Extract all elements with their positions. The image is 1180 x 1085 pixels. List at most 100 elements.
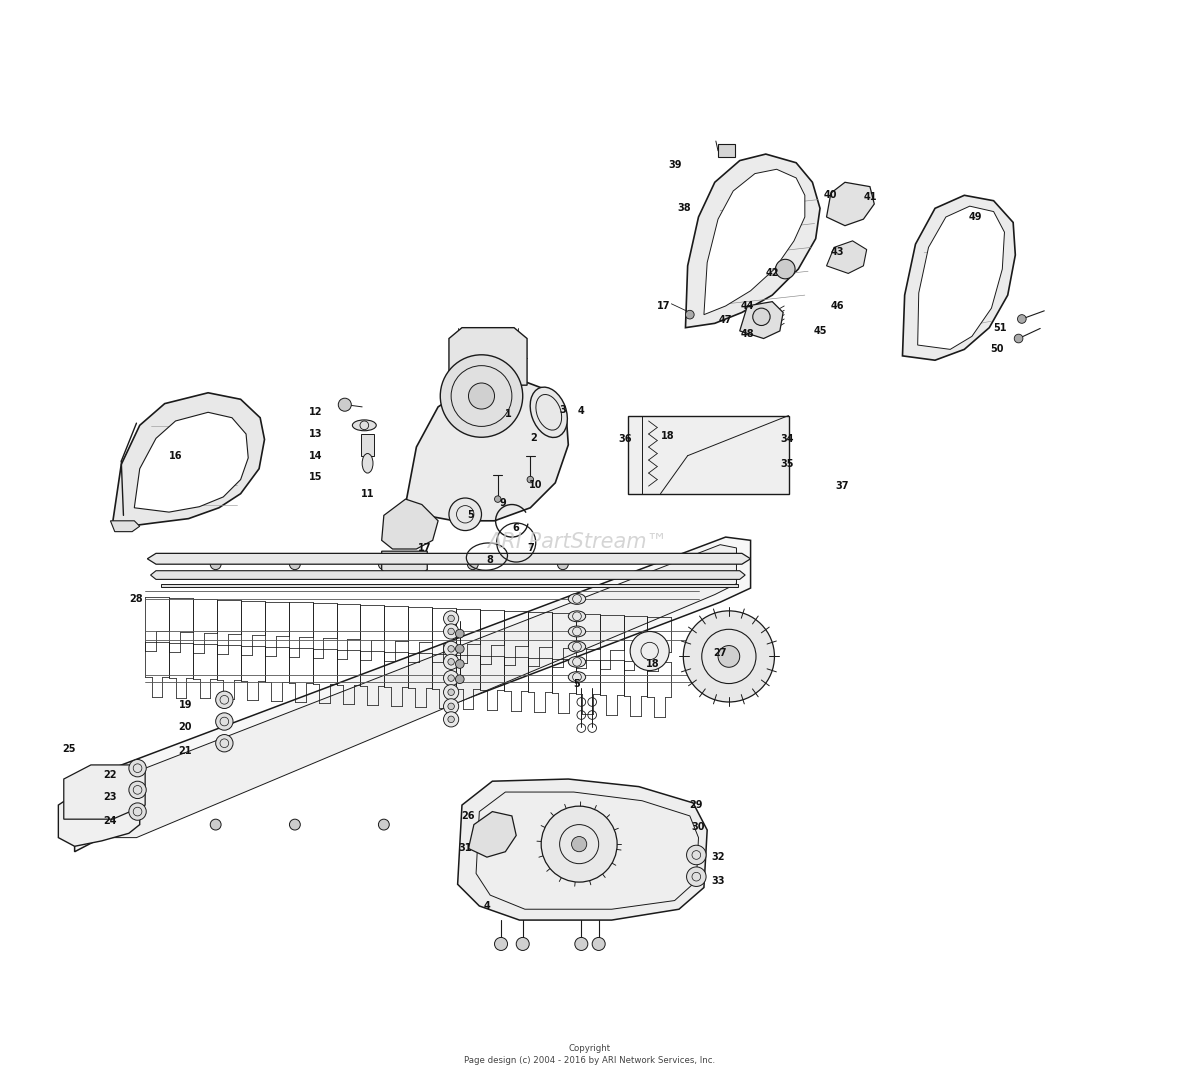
Circle shape (527, 476, 533, 483)
Circle shape (129, 760, 146, 777)
Circle shape (467, 819, 478, 830)
Polygon shape (381, 551, 427, 577)
Circle shape (444, 624, 459, 639)
Polygon shape (468, 812, 516, 857)
Circle shape (775, 259, 795, 279)
Text: 31: 31 (459, 843, 472, 854)
Circle shape (339, 398, 352, 411)
Text: 10: 10 (529, 480, 543, 490)
Text: 18: 18 (661, 431, 675, 442)
Text: 1: 1 (505, 409, 512, 420)
Text: 46: 46 (831, 301, 844, 311)
Polygon shape (162, 584, 738, 587)
Circle shape (1017, 315, 1027, 323)
Polygon shape (148, 553, 750, 564)
Circle shape (455, 629, 464, 638)
Text: 33: 33 (712, 876, 725, 886)
Text: 40: 40 (824, 190, 838, 201)
Text: 7: 7 (527, 542, 533, 553)
Circle shape (448, 675, 454, 681)
Ellipse shape (569, 593, 585, 604)
Circle shape (575, 937, 588, 950)
Polygon shape (406, 378, 569, 521)
Polygon shape (704, 169, 805, 315)
Circle shape (448, 498, 481, 531)
Ellipse shape (569, 611, 585, 622)
Ellipse shape (569, 626, 585, 637)
Circle shape (444, 654, 459, 669)
Polygon shape (381, 499, 438, 549)
Circle shape (455, 675, 464, 684)
Bar (361, 434, 374, 456)
Bar (628, 416, 788, 494)
Circle shape (1015, 334, 1023, 343)
Text: 45: 45 (813, 326, 827, 336)
Polygon shape (448, 328, 527, 385)
Circle shape (448, 716, 454, 723)
Text: 20: 20 (178, 722, 192, 732)
Ellipse shape (362, 454, 373, 473)
Circle shape (440, 355, 523, 437)
Ellipse shape (569, 656, 585, 667)
Text: 5: 5 (573, 678, 581, 689)
Circle shape (468, 383, 494, 409)
Text: 14: 14 (309, 450, 322, 461)
Circle shape (379, 819, 389, 830)
Text: 15: 15 (309, 472, 322, 483)
Circle shape (571, 837, 586, 852)
Text: 23: 23 (104, 792, 117, 803)
Text: 39: 39 (668, 159, 681, 170)
Text: 21: 21 (178, 745, 192, 756)
Text: 36: 36 (618, 434, 631, 445)
Circle shape (494, 496, 501, 502)
Polygon shape (458, 779, 707, 920)
Circle shape (753, 308, 771, 326)
Text: 8: 8 (486, 554, 493, 565)
Circle shape (289, 819, 300, 830)
Text: 49: 49 (969, 212, 982, 222)
Text: 9: 9 (500, 498, 506, 509)
Circle shape (444, 671, 459, 686)
Text: 3: 3 (559, 405, 566, 416)
Circle shape (444, 611, 459, 626)
Circle shape (455, 644, 464, 653)
Circle shape (444, 712, 459, 727)
Text: 32: 32 (712, 852, 725, 863)
Polygon shape (107, 545, 736, 838)
Polygon shape (151, 571, 745, 579)
Circle shape (444, 699, 459, 714)
Text: ARI PartStream™: ARI PartStream™ (486, 533, 667, 552)
Text: 17: 17 (419, 542, 432, 553)
Text: 22: 22 (104, 769, 117, 780)
Text: 16: 16 (169, 450, 182, 461)
Polygon shape (826, 182, 874, 226)
Ellipse shape (530, 387, 568, 437)
Circle shape (448, 646, 454, 652)
Bar (717, 144, 735, 157)
Ellipse shape (569, 672, 585, 682)
Ellipse shape (353, 420, 376, 431)
Text: 25: 25 (63, 743, 76, 754)
Text: 35: 35 (781, 459, 794, 470)
Polygon shape (58, 787, 139, 846)
Text: 26: 26 (461, 810, 476, 821)
Text: 4: 4 (484, 901, 491, 911)
Polygon shape (740, 302, 784, 339)
Circle shape (630, 631, 669, 671)
Text: 47: 47 (719, 315, 733, 326)
Circle shape (687, 845, 706, 865)
Circle shape (542, 806, 617, 882)
Circle shape (686, 310, 694, 319)
Polygon shape (64, 765, 145, 819)
Circle shape (557, 559, 569, 570)
Circle shape (216, 691, 232, 709)
Text: 27: 27 (714, 648, 727, 659)
Text: 24: 24 (104, 816, 117, 827)
Circle shape (210, 559, 221, 570)
Circle shape (683, 611, 774, 702)
Text: 17: 17 (657, 301, 670, 311)
Circle shape (516, 937, 530, 950)
Circle shape (289, 559, 300, 570)
Text: 50: 50 (990, 344, 1004, 355)
Circle shape (448, 628, 454, 635)
